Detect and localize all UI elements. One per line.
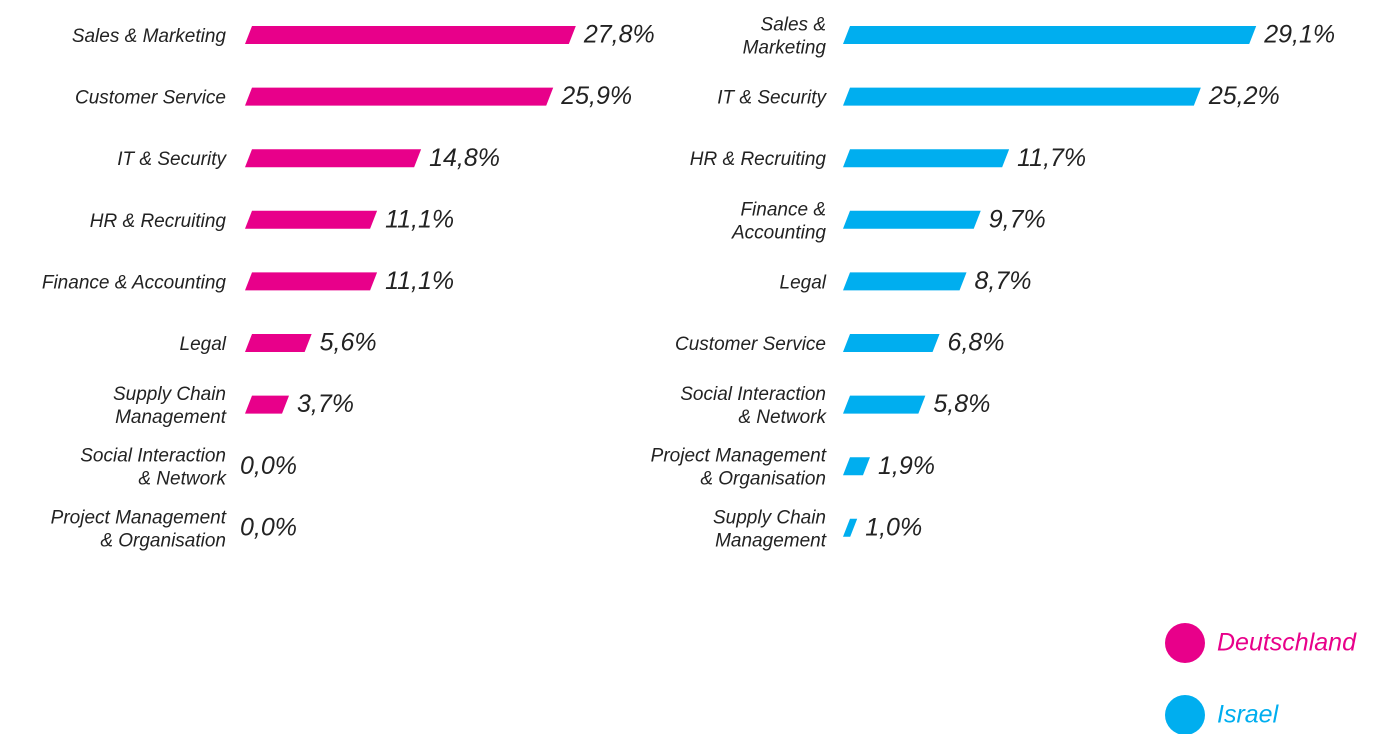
category-line: Project Management xyxy=(51,507,227,528)
bar xyxy=(245,149,422,168)
bar xyxy=(245,26,576,44)
bar xyxy=(843,26,1257,44)
category-label: Social Interaction & Network xyxy=(80,446,227,490)
category-label: Finance & Accounting xyxy=(42,272,227,293)
bar xyxy=(245,87,554,106)
category-line: Management xyxy=(715,530,827,551)
value-label: 25,2% xyxy=(1208,82,1280,110)
bar xyxy=(245,272,378,291)
value-label: 27,8% xyxy=(583,21,655,49)
legend-marker xyxy=(1165,695,1205,734)
category-label: Sales & Marketing xyxy=(743,15,827,59)
value-label: 5,6% xyxy=(320,329,377,357)
category-label: Supply Chain Management xyxy=(713,507,827,551)
bar xyxy=(245,395,290,414)
bar xyxy=(245,334,312,352)
category-line: Sales & Marketing xyxy=(72,26,227,47)
category-line: HR & Recruiting xyxy=(690,149,827,170)
value-label: 11,7% xyxy=(1017,144,1086,172)
category-label: Finance & Accounting xyxy=(731,199,826,243)
category-line: IT & Security xyxy=(717,88,827,109)
category-line: Customer Service xyxy=(675,334,826,355)
category-label: HR & Recruiting xyxy=(90,211,227,232)
category-line: Sales & xyxy=(761,15,826,36)
value-label: 29,1% xyxy=(1263,21,1335,49)
value-label: 1,9% xyxy=(878,452,935,480)
bar xyxy=(843,457,870,476)
category-line: Project Management xyxy=(651,446,827,467)
category-label: Supply Chain Management xyxy=(113,384,227,428)
value-label: 0,0% xyxy=(240,513,297,541)
value-label: 5,8% xyxy=(933,390,990,418)
category-label: HR & Recruiting xyxy=(690,149,827,170)
value-label: 25,9% xyxy=(560,82,632,110)
category-line: Legal xyxy=(180,334,227,355)
category-line: Supply Chain xyxy=(113,384,226,405)
value-label: 6,8% xyxy=(948,329,1005,357)
legend-label: Israel xyxy=(1217,701,1280,729)
value-label: 1,0% xyxy=(865,513,922,541)
bar xyxy=(843,334,940,352)
bar xyxy=(843,210,981,229)
category-label: Project Management & Organisation xyxy=(651,446,827,490)
bar xyxy=(843,272,967,291)
category-line: & Organisation xyxy=(700,469,826,490)
category-line: IT & Security xyxy=(117,149,227,170)
category-line: Legal xyxy=(780,272,827,293)
category-label: IT & Security xyxy=(117,149,227,170)
bar xyxy=(245,210,378,229)
category-line: HR & Recruiting xyxy=(90,211,227,232)
category-line: Social Interaction xyxy=(80,446,226,467)
category-line: & Network xyxy=(138,469,227,490)
value-label: 0,0% xyxy=(240,452,297,480)
category-label: Legal xyxy=(180,334,227,355)
bar xyxy=(843,87,1201,106)
category-line: Social Interaction xyxy=(680,384,826,405)
category-line: & Network xyxy=(738,407,827,428)
category-line: Finance & xyxy=(740,199,826,220)
category-line: Customer Service xyxy=(75,88,226,109)
category-label: Legal xyxy=(780,272,827,293)
bar xyxy=(843,518,858,537)
category-line: & Organisation xyxy=(100,530,226,551)
category-line: Accounting xyxy=(731,222,826,243)
category-label: IT & Security xyxy=(717,88,827,109)
legend-marker xyxy=(1165,623,1205,663)
bar xyxy=(843,149,1010,168)
value-label: 14,8% xyxy=(429,144,500,172)
value-label: 11,1% xyxy=(385,267,454,295)
category-line: Finance & Accounting xyxy=(42,272,227,293)
bar xyxy=(843,395,926,414)
category-line: Supply Chain xyxy=(713,507,826,528)
value-label: 8,7% xyxy=(975,267,1032,295)
category-label: Sales & Marketing xyxy=(72,26,227,47)
category-line: Marketing xyxy=(743,38,827,59)
legend-label: Deutschland xyxy=(1217,629,1357,657)
category-label: Customer Service xyxy=(675,334,826,355)
category-label: Project Management & Organisation xyxy=(51,507,227,551)
value-label: 11,1% xyxy=(385,205,454,233)
category-label: Social Interaction & Network xyxy=(680,384,827,428)
category-label: Customer Service xyxy=(75,88,226,109)
value-label: 9,7% xyxy=(989,205,1046,233)
value-label: 3,7% xyxy=(297,390,354,418)
category-line: Management xyxy=(115,407,227,428)
